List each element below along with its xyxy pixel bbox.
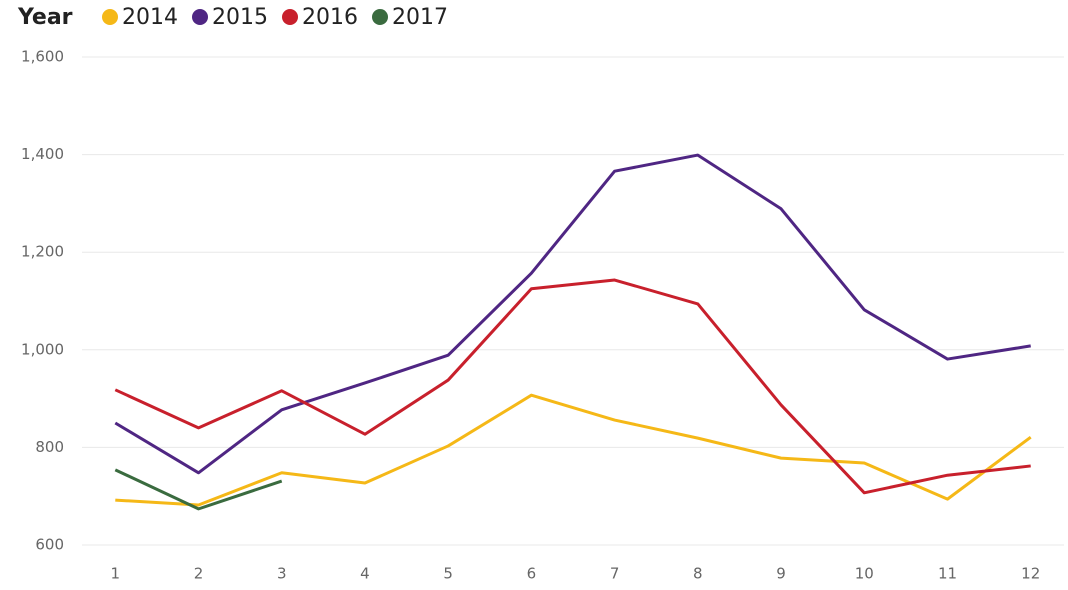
legend-label: 2014 — [122, 5, 178, 30]
series-line — [115, 393, 1032, 507]
legend-marker — [102, 9, 118, 25]
x-tick-label: 5 — [443, 565, 453, 583]
legend-marker — [282, 9, 298, 25]
series-line — [114, 153, 1031, 475]
series-line — [114, 468, 283, 511]
y-tick-label: 800 — [35, 438, 64, 456]
x-tick-label: 6 — [527, 565, 537, 583]
x-tick-label: 1 — [111, 565, 121, 583]
x-tick-label: 9 — [776, 565, 786, 583]
x-tick-label: 12 — [1021, 565, 1040, 583]
x-tick-label: 2 — [194, 565, 204, 583]
y-tick-label: 1,000 — [21, 340, 64, 358]
legend-label: 2015 — [212, 5, 268, 30]
x-tick-label: 4 — [360, 565, 370, 583]
x-tick-label: 8 — [693, 565, 703, 583]
series-line — [114, 278, 1031, 495]
legend-marker — [372, 9, 388, 25]
y-tick-label: 1,600 — [21, 48, 64, 66]
x-tick-label: 10 — [855, 565, 874, 583]
y-tick-label: 1,200 — [21, 243, 64, 261]
x-tick-label: 3 — [277, 565, 287, 583]
y-tick-label: 1,400 — [21, 145, 64, 163]
x-tick-label: 11 — [938, 565, 957, 583]
y-tick-label: 600 — [35, 536, 64, 554]
x-tick-label: 7 — [610, 565, 620, 583]
legend-marker — [192, 9, 208, 25]
legend-title: Year — [17, 5, 73, 30]
legend-label: 2017 — [392, 5, 448, 30]
legend-label: 2016 — [302, 5, 358, 30]
